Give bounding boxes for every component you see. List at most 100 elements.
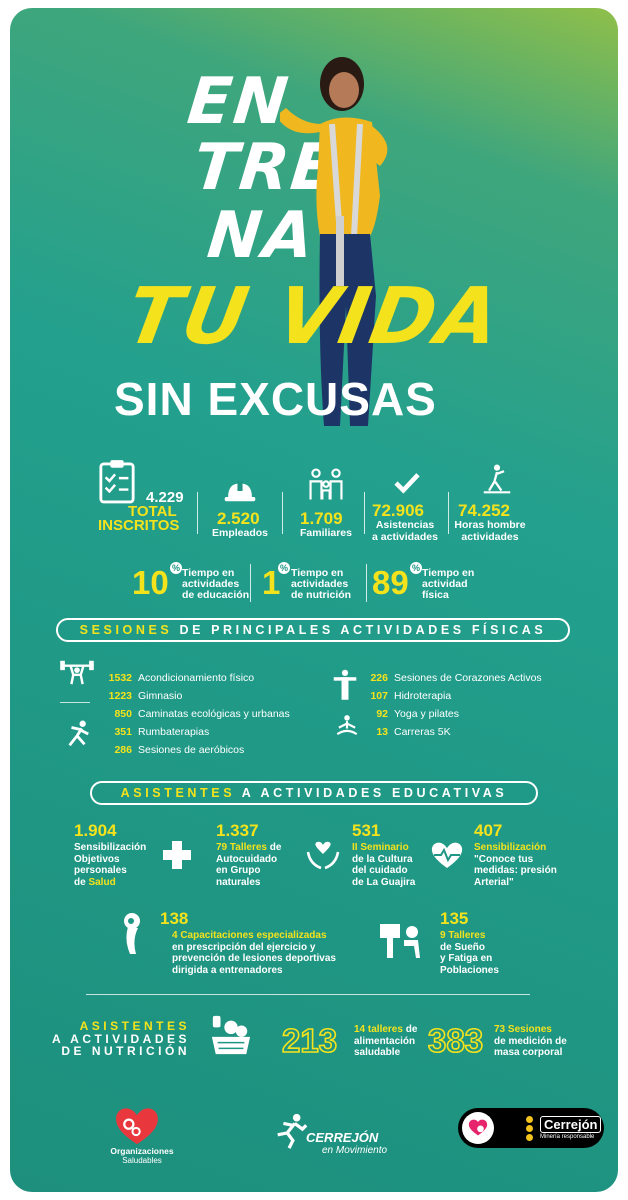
- infographic-card: EN TRE NA TU VIDA SIN EXCUSAS 4.229 TOTA…: [10, 8, 618, 1192]
- section-divider: [86, 994, 530, 995]
- pct-fisica-label2: actividad: [422, 578, 468, 590]
- pct-nutricion-value: 1: [262, 564, 281, 601]
- pct-educacion-value: 10: [132, 564, 169, 601]
- divider: [60, 702, 90, 703]
- divider: [282, 492, 283, 534]
- edu-line: dirigida a entrenadores: [172, 964, 283, 976]
- stat-empleados-value: 2.520: [217, 509, 260, 528]
- edu-capacitaciones-label: 4 Capacitaciones especializadas en presc…: [172, 930, 336, 976]
- checkmark-icon: [394, 473, 420, 494]
- yoga-icon: [336, 715, 358, 736]
- pct-sign: %: [170, 562, 182, 574]
- edu-seminario-label: II Seminario de la Cultura del cuidado d…: [352, 842, 415, 888]
- nutrition-sesiones-value: 383: [427, 1022, 484, 1059]
- session-num: 286: [114, 744, 132, 756]
- edu-line-highlight: 79 Talleres: [216, 842, 267, 853]
- edu-line: medidas: presión: [474, 865, 557, 876]
- edu-line: de: [74, 876, 89, 888]
- heart-plus-icon: [468, 1119, 488, 1136]
- pct-sign: %: [410, 562, 422, 574]
- stat-asistencias-value: 72.906: [372, 501, 424, 520]
- brand-name: CERREJÓN: [306, 1130, 379, 1145]
- edu-line: naturales: [216, 876, 261, 888]
- edu-line: "Conoce tus: [474, 853, 534, 865]
- food-basket-icon: [211, 1015, 251, 1055]
- session-num: 107: [370, 690, 388, 702]
- session-label: Caminatas ecológicas y urbanas: [138, 708, 290, 720]
- sessions-header-pill: SESIONES DE PRINCIPALES ACTIVIDADES FÍSI…: [56, 618, 570, 642]
- edu-header-pill: ASISTENTES A ACTIVIDADES EDUCATIVAS: [90, 781, 538, 805]
- edu-presion-label: Sensibilización "Conoce tus medidas: pre…: [474, 842, 557, 888]
- pct-nutricion-label1: Tiempo en: [291, 567, 344, 579]
- pct-fisica-label1: Tiempo en: [422, 567, 475, 579]
- edu-line: de La Guajira: [352, 876, 416, 888]
- session-label: Gimnasio: [138, 690, 183, 702]
- hero-sin-excusas: SIN EXCUSAS: [114, 373, 437, 425]
- sessions-header-rest: DE PRINCIPALES ACTIVIDADES FÍSICAS: [179, 623, 547, 637]
- edu-line: Poblaciones: [440, 964, 499, 976]
- edu-line: del cuidado: [352, 865, 408, 876]
- weightlifter-icon: [60, 660, 94, 685]
- nutrition-line: alimentación: [354, 1035, 416, 1047]
- stat-total-value: 4.229: [146, 489, 184, 506]
- edu-autocuidado-label: 79 Talleres de Autocuidado en Grupo natu…: [216, 842, 281, 888]
- org-name-line2: Saludables: [122, 1156, 162, 1165]
- knee-injury-icon: [124, 913, 140, 954]
- brand-tagline: en Movimiento: [322, 1145, 388, 1156]
- nutrition-title-line: ASISTENTES: [79, 1019, 190, 1033]
- session-label: Acondicionamiento físico: [138, 672, 255, 684]
- nutrition-line: masa corporal: [494, 1047, 563, 1058]
- partner-logos-box: Cerrejón Minería responsable: [458, 1108, 604, 1148]
- edu-line: personales: [74, 865, 127, 876]
- standing-person-icon: [333, 669, 357, 700]
- stat-horas-value: 74.252: [458, 501, 510, 520]
- stat-asistencias-label1: Asistencias: [375, 519, 435, 531]
- partner-heart-logo: [462, 1112, 494, 1144]
- person-illustration: [280, 57, 388, 426]
- session-num: 1223: [108, 690, 132, 702]
- divider: [197, 492, 198, 534]
- edu-line: Sensibilización: [74, 842, 147, 853]
- cerrejon-tagline: Minería responsable: [540, 1134, 595, 1140]
- pct-nutricion-label3: de nutrición: [291, 589, 352, 601]
- gym-trainer-icon: [483, 464, 511, 494]
- session-num: 1532: [108, 672, 132, 684]
- edu-line: en Grupo: [216, 865, 261, 876]
- nutrition-line-highlight: 73 Sesiones: [494, 1024, 552, 1035]
- edu-sueno-value: 135: [440, 909, 469, 928]
- stat-empleados-label: Empleados: [211, 527, 269, 539]
- org-name-line1: Organizaciones: [110, 1146, 174, 1156]
- edu-sueno-label: 9 Talleres de Sueño y Fatiga en Poblacio…: [440, 930, 499, 976]
- cerrejon-wordmark: Cerrejón: [540, 1116, 602, 1133]
- edu-line-highlight: 4 Capacitaciones especializadas: [172, 930, 327, 941]
- edu-line: de: [266, 842, 282, 853]
- nutrition-talleres-value: 213: [281, 1022, 338, 1059]
- edu-capacitaciones-value: 138: [160, 909, 189, 928]
- pct-fisica-label3: física: [422, 589, 449, 601]
- edu-line: prevención de lesiones deportivas: [172, 953, 336, 964]
- session-label: Rumbaterapias: [138, 726, 210, 738]
- edu-line: Autocuidado: [216, 853, 278, 865]
- edu-line-highlight: 9 Talleres: [440, 930, 486, 941]
- stat-total-label1: TOTAL: [128, 503, 177, 520]
- edu-line: Objetivos: [74, 853, 120, 865]
- divider: [366, 564, 367, 602]
- nutrition-line: saludable: [354, 1047, 401, 1058]
- divider: [364, 492, 365, 534]
- nutrition-title-line: DE NUTRICIÓN: [61, 1044, 190, 1059]
- nutrition-title: ASISTENTES A ACTIVIDADES DE NUTRICIÓN: [40, 1020, 190, 1058]
- clipboard-check-icon: [99, 460, 135, 504]
- sleep-fatigue-icon: [380, 924, 420, 958]
- stat-horas-label2: actividades: [461, 531, 519, 543]
- pct-educacion-label1: Tiempo en: [182, 567, 235, 579]
- nutrition-talleres-label: 14 talleres de alimentación saludable: [354, 1024, 417, 1059]
- family-icon: [309, 468, 343, 500]
- pct-educacion-label3: de educación: [182, 589, 250, 601]
- pct-fisica-value: 89: [372, 564, 409, 601]
- session-label: Hidroterapia: [394, 690, 452, 702]
- edu-line: y Fatiga en: [440, 953, 493, 964]
- organizaciones-saludables-logo-icon: [116, 1108, 158, 1145]
- edu-line-highlight: II Seminario: [352, 842, 409, 853]
- stat-asistencias-label2: a actividades: [372, 531, 438, 543]
- hard-hat-icon: [224, 480, 256, 502]
